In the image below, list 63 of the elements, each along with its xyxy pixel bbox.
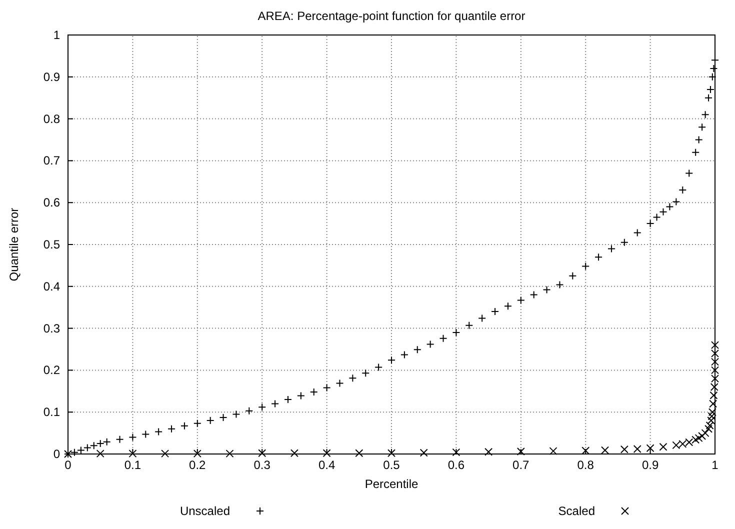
y-tick-label: 0.5: [43, 238, 60, 252]
chart-title: AREA: Percentage-point function for quantile error: [258, 9, 526, 23]
point: [659, 442, 668, 451]
legend-label: Scaled: [558, 504, 595, 518]
x-axis-title: Percentile: [364, 477, 418, 491]
x-tick-label: 0.9: [642, 458, 659, 472]
point: [706, 422, 714, 430]
point: [698, 432, 706, 440]
y-tick-label: 0.2: [43, 363, 60, 378]
point: [701, 429, 710, 438]
point: [193, 450, 202, 458]
x-tick-label: 0.1: [124, 458, 142, 472]
point: [420, 448, 428, 457]
y-axis-title: Quantile error: [7, 208, 21, 282]
y-tick-label: 0.8: [43, 112, 60, 126]
x-tick-label: 0.4: [318, 458, 336, 472]
point: [711, 374, 719, 383]
point: [452, 448, 460, 456]
y-tick-label: 0.9: [43, 70, 60, 84]
point: [711, 366, 719, 374]
point: [388, 449, 396, 458]
x-tick-label: 0.3: [254, 458, 271, 472]
point: [707, 416, 716, 424]
point: [704, 424, 713, 433]
point: [710, 391, 718, 400]
point: [633, 444, 642, 453]
x-tick-label: 0.5: [383, 458, 400, 472]
x-tick-label: 0.8: [577, 458, 594, 472]
point: [709, 400, 718, 408]
point: [161, 450, 170, 458]
y-tick-label: 0: [53, 447, 60, 461]
x-tick-label: 0.6: [448, 458, 465, 472]
point: [711, 358, 719, 366]
point: [484, 448, 493, 456]
point: [708, 412, 716, 420]
y-tick-label: 0.4: [43, 279, 60, 294]
point: [710, 382, 718, 391]
point: [355, 449, 364, 458]
point: [258, 449, 266, 458]
y-tick-label: 0.6: [43, 196, 60, 210]
y-tick-label: 0.3: [43, 321, 60, 336]
y-tick-label: 0.7: [43, 154, 60, 168]
x-tick-label: 0.7: [512, 458, 530, 472]
point: [322, 449, 331, 458]
y-tick-label: 1: [53, 28, 60, 42]
point: [601, 446, 610, 454]
point: [711, 341, 719, 350]
x-tick-label: 0: [64, 458, 72, 472]
point: [549, 447, 558, 456]
point: [226, 450, 234, 458]
x-tick-label: 1: [712, 458, 719, 472]
x-tick-label: 0.2: [189, 458, 206, 472]
point: [516, 447, 525, 456]
point: [711, 349, 719, 358]
point: [646, 444, 654, 452]
point: [96, 450, 104, 458]
point: [694, 434, 703, 442]
point: [708, 408, 716, 416]
point: [290, 449, 298, 458]
y-tick-label: 0.1: [43, 405, 60, 420]
legend-label: Unscaled: [180, 504, 230, 518]
point: [620, 445, 628, 454]
point: [128, 450, 137, 458]
